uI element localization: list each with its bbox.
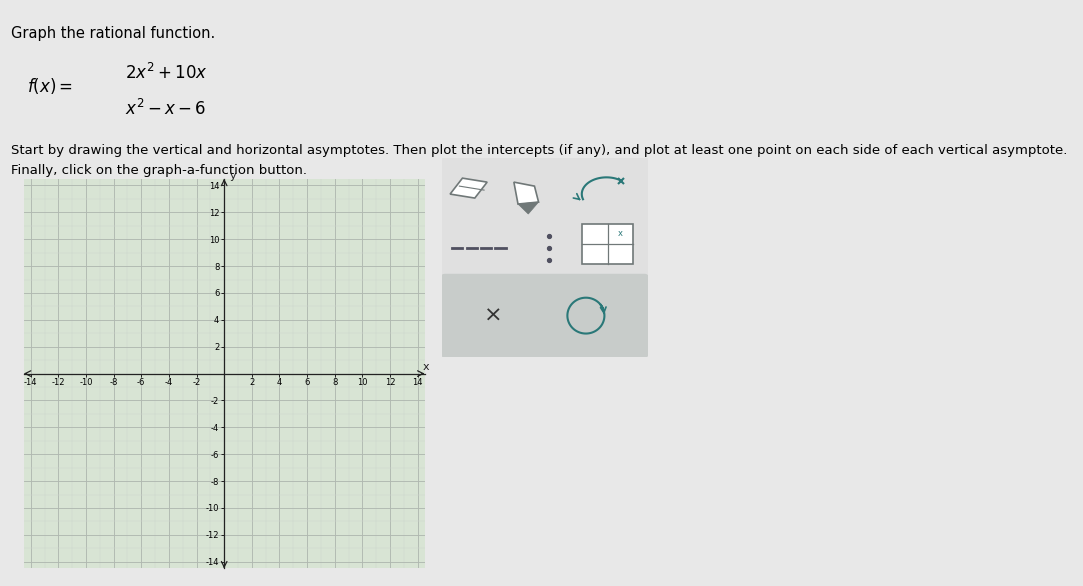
- FancyBboxPatch shape: [436, 154, 653, 362]
- Text: Start by drawing the vertical and horizontal asymptotes. Then plot the intercept: Start by drawing the vertical and horizo…: [11, 144, 1067, 156]
- Text: y: y: [230, 172, 236, 182]
- Text: Graph the rational function.: Graph the rational function.: [11, 26, 216, 42]
- FancyBboxPatch shape: [441, 274, 649, 357]
- Text: ×: ×: [484, 306, 503, 326]
- FancyBboxPatch shape: [582, 224, 634, 264]
- Polygon shape: [518, 202, 538, 214]
- Text: $f(x)=$: $f(x)=$: [27, 76, 73, 96]
- Text: Finally, click on the graph-a-function button.: Finally, click on the graph-a-function b…: [11, 164, 306, 177]
- Text: $x^2-x-6$: $x^2-x-6$: [125, 98, 206, 118]
- Polygon shape: [514, 182, 538, 204]
- Text: $2x^2+10x$: $2x^2+10x$: [125, 63, 207, 83]
- Text: x: x: [422, 362, 429, 372]
- Text: x: x: [618, 229, 623, 238]
- Polygon shape: [451, 178, 487, 198]
